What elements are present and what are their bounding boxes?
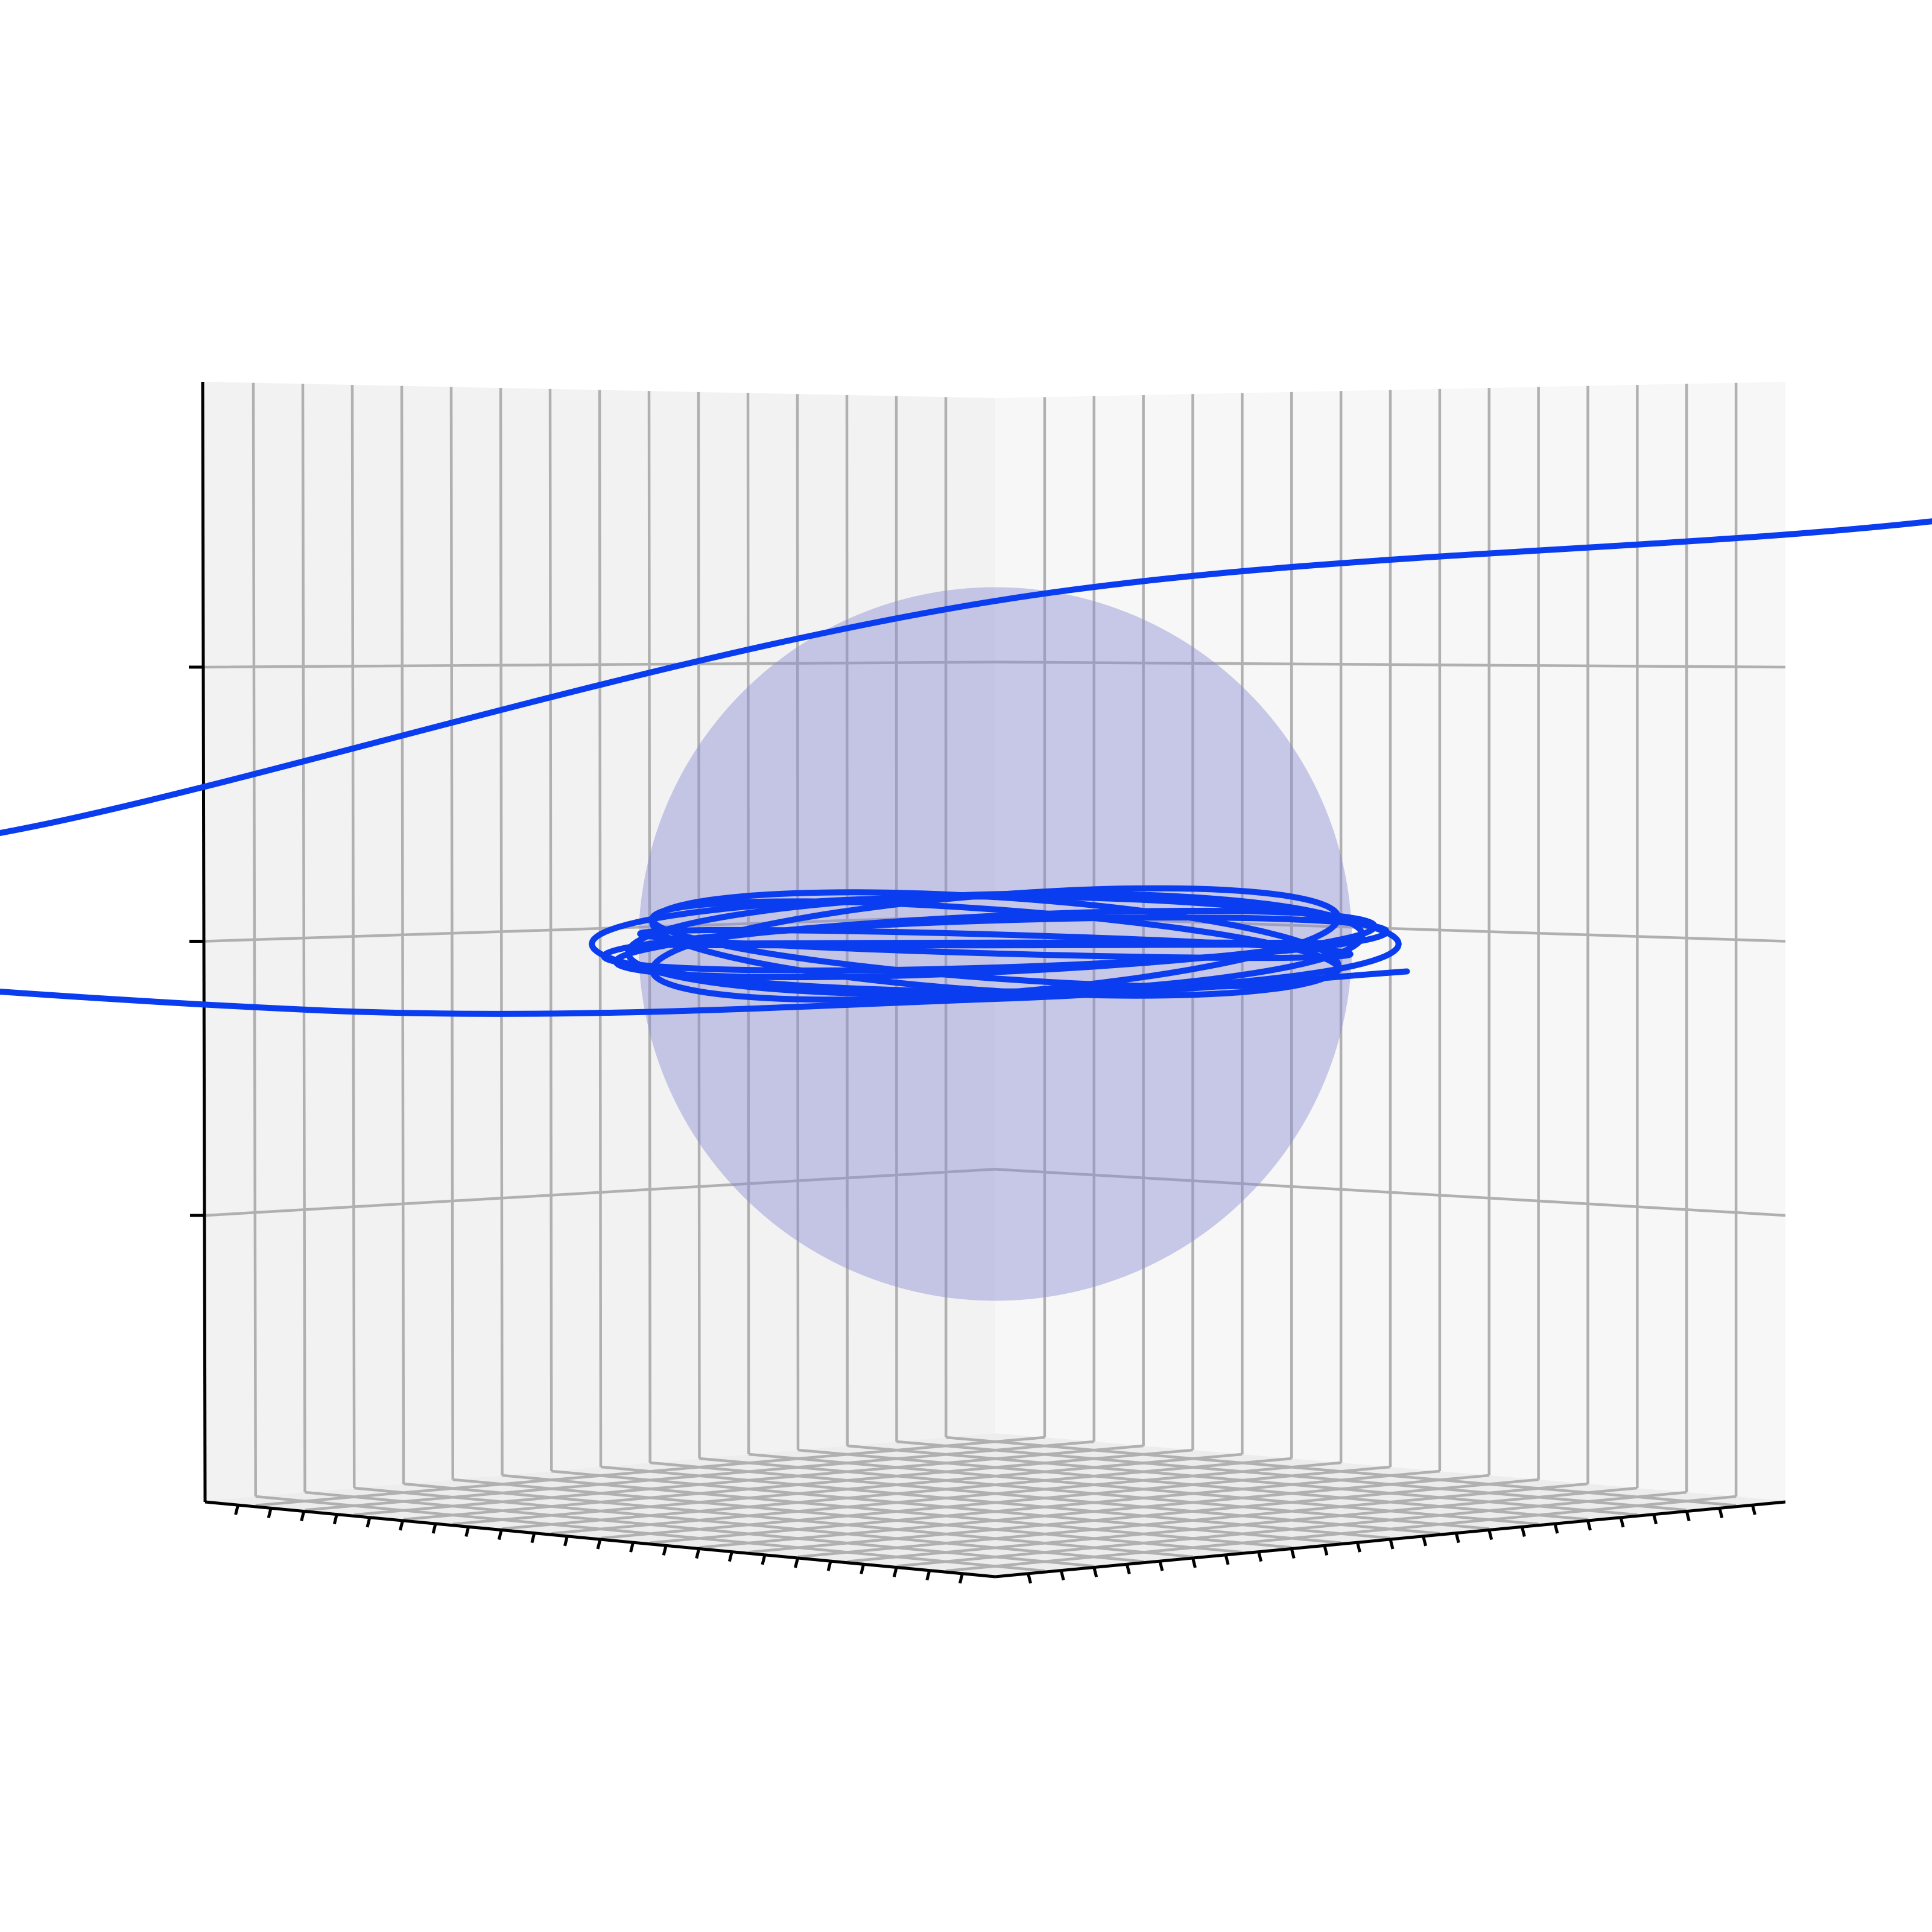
axis-ticks: [189, 665, 1756, 1584]
grid-line: [551, 1469, 1341, 1544]
y-axis-tick: [1125, 1563, 1131, 1574]
trajectory: [0, 518, 1932, 1017]
y-axis-tick: [1586, 1520, 1592, 1531]
trajectory-inbound-branch: [0, 518, 1932, 1017]
grid-line: [797, 1482, 1588, 1559]
grid-line: [403, 1482, 1193, 1559]
y-axis-tick: [1750, 1504, 1756, 1515]
grid-line: [600, 1465, 1391, 1540]
x-axis-tick: [925, 1570, 931, 1581]
x-axis-tick: [761, 1554, 767, 1565]
x-axis-tick: [727, 1551, 733, 1562]
x-axis-tick: [596, 1539, 602, 1550]
grid-line: [699, 1474, 1489, 1549]
x-axis-tick: [399, 1520, 404, 1531]
y-axis-tick: [1191, 1557, 1197, 1568]
grid-line: [749, 1478, 1539, 1554]
x-axis-tick: [826, 1560, 832, 1571]
y-axis-tick: [1553, 1523, 1559, 1534]
y-axis-tick: [1718, 1507, 1724, 1518]
grid-line: [650, 1469, 1440, 1544]
trajectory-loop: [649, 939, 1341, 949]
x-axis-tick: [695, 1548, 701, 1559]
grid-line: [204, 660, 1786, 669]
grid-line: [946, 1495, 1737, 1573]
trajectory-loop: [649, 885, 1341, 1003]
x-axis-tick: [530, 1533, 536, 1544]
x-axis-tick: [629, 1542, 635, 1553]
y-axis-tick: [1652, 1514, 1658, 1525]
x-axis-tick: [892, 1566, 898, 1578]
y-axis-tick: [1158, 1560, 1164, 1571]
y-axis-tick: [1389, 1539, 1395, 1550]
grid-lines: [204, 382, 1786, 1573]
x-axis-tick: [267, 1507, 273, 1518]
grid-line: [452, 1478, 1243, 1554]
x-axis-tick: [794, 1557, 799, 1568]
x-axis-tick: [332, 1514, 338, 1525]
y-axis-tick: [1224, 1554, 1230, 1565]
grid-line: [502, 1474, 1292, 1549]
grid-line: [847, 1486, 1638, 1563]
y-axis-tick: [1422, 1536, 1428, 1547]
grid-line: [305, 1490, 1094, 1568]
y-axis-tick: [1027, 1573, 1033, 1584]
y-axis-tick: [1092, 1566, 1098, 1578]
x-axis-tick: [860, 1563, 866, 1574]
floor-pane: [206, 1433, 1785, 1576]
y-axis-tick: [1323, 1545, 1329, 1556]
grid-line: [354, 1486, 1144, 1563]
y-axis-tick: [1355, 1542, 1361, 1553]
y-axis-tick: [1059, 1570, 1065, 1581]
x-axis-tick: [662, 1545, 668, 1556]
y-axis-tick: [1257, 1551, 1263, 1562]
x-axis-tick: [300, 1510, 306, 1522]
x-axis-tick: [431, 1523, 437, 1534]
x-axis-tick: [234, 1504, 240, 1515]
x-axis-tick: [563, 1536, 569, 1547]
trajectory-loop: [649, 889, 1341, 999]
y-axis-tick: [1454, 1533, 1460, 1544]
x-axis-tick: [958, 1573, 964, 1584]
grid-line: [205, 1168, 1786, 1217]
trajectory-loop: [625, 890, 1366, 998]
y-axis-tick: [1487, 1529, 1493, 1541]
x-axis-tick: [464, 1526, 470, 1537]
x-axis-tick: [497, 1529, 503, 1541]
y-axis-tick: [1685, 1510, 1691, 1522]
grid-line: [896, 1490, 1687, 1568]
y-axis-tick: [1619, 1517, 1625, 1528]
x-axis-tick: [366, 1517, 372, 1528]
y-axis-tick: [1290, 1548, 1296, 1559]
y-axis-tick: [1520, 1526, 1526, 1537]
grid-line: [255, 1495, 1045, 1573]
